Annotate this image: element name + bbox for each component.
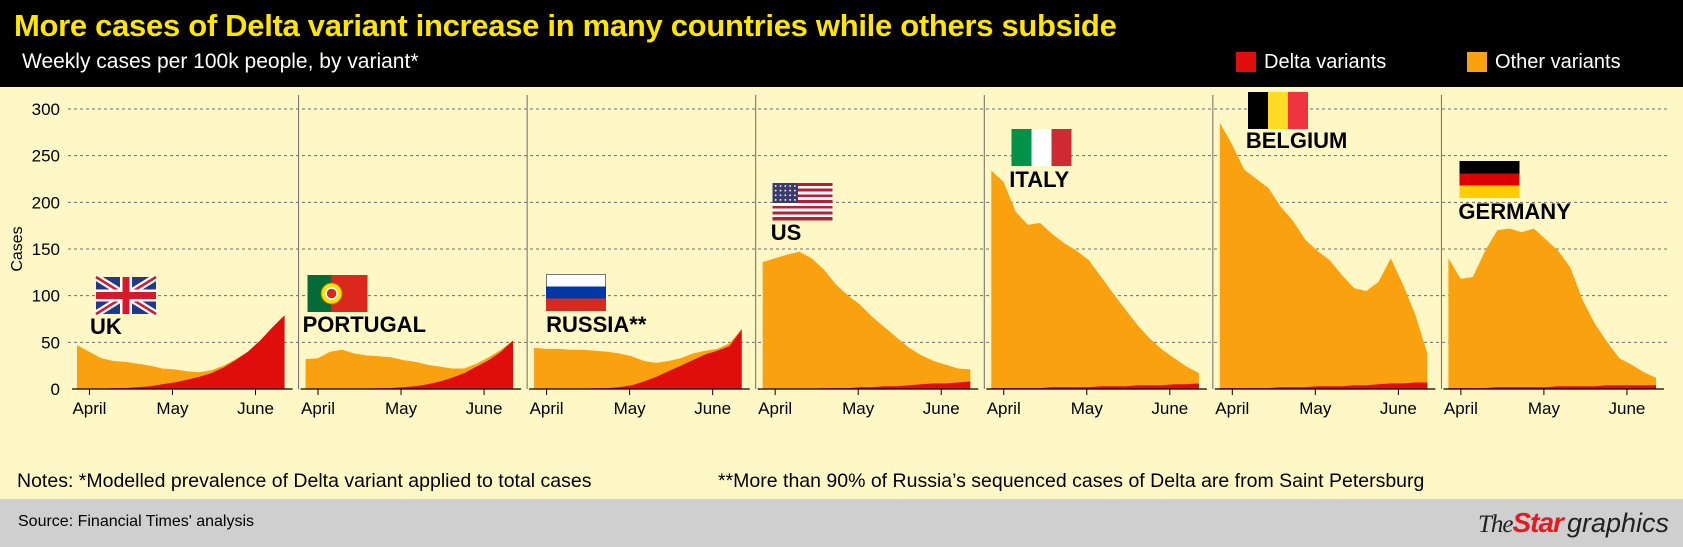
axis-layer: 0 50 100 150 200 250 300 Cases <box>9 100 60 399</box>
x-tick-label: June <box>923 399 960 418</box>
panel-belgium: April May June BELGIUM <box>1214 92 1436 418</box>
panel-portugal: April May June PORTUGAL <box>300 275 522 418</box>
notes-row: Notes: *Modelled prevalence of Delta var… <box>0 465 1683 499</box>
chart-title: More cases of Delta variant increase in … <box>14 8 1117 43</box>
x-tick-label: May <box>1299 399 1332 418</box>
other-variants-area <box>991 170 1199 389</box>
panel-russia: April May June RUSSIA** <box>529 274 750 418</box>
x-tick-label: April <box>301 399 335 418</box>
x-tick-label: June <box>466 399 503 418</box>
x-tick-label: April <box>1444 399 1478 418</box>
logo-the: The <box>1477 511 1513 538</box>
footer-bar: Source: Financial Times' analysis TheSta… <box>0 499 1683 547</box>
note-modelled-prevalence: Notes: *Modelled prevalence of Delta var… <box>17 470 592 492</box>
country-label: US <box>771 220 802 245</box>
legend-label-delta: Delta variants <box>1264 51 1387 73</box>
legend-swatch-other <box>1467 52 1487 72</box>
x-tick-label: May <box>614 399 647 418</box>
x-tick-label: April <box>758 399 792 418</box>
y-tick-label: 200 <box>32 193 60 212</box>
x-tick-label: May <box>385 399 418 418</box>
note-russia: **More than 90% of Russia’s sequenced ca… <box>718 470 1425 492</box>
panel-italy: April May June ITALY <box>986 129 1207 418</box>
other-variants-area <box>1219 123 1428 389</box>
y-tick-label: 100 <box>32 287 60 306</box>
country-label: UK <box>90 314 122 339</box>
x-tick-label: May <box>842 399 875 418</box>
y-axis-label: Cases <box>9 226 26 271</box>
legend-label-other: Other variants <box>1495 51 1621 73</box>
y-tick-label: 0 <box>51 380 60 399</box>
x-tick-label: June <box>1151 399 1188 418</box>
y-tick-label: 50 <box>41 333 60 352</box>
y-tick-label: 250 <box>32 147 60 166</box>
portugal-flag-icon <box>307 275 368 312</box>
delta-variants-area <box>762 381 971 389</box>
logo-graphics: graphics <box>1566 508 1669 538</box>
us-flag-icon <box>772 183 833 221</box>
uk-flag-icon <box>94 274 158 317</box>
country-label: PORTUGAL <box>303 312 426 337</box>
y-tick-label: 150 <box>32 240 60 259</box>
x-tick-label: April <box>1215 399 1249 418</box>
x-tick-label: May <box>156 399 189 418</box>
x-tick-label: June <box>1380 399 1417 418</box>
country-label: GERMANY <box>1458 199 1571 224</box>
x-tick-label: April <box>987 399 1021 418</box>
x-tick-label: May <box>1071 399 1104 418</box>
chart-subtitle: Weekly cases per 100k people, by variant… <box>22 50 419 73</box>
panel-germany: April May June GERMANY <box>1443 161 1664 418</box>
delta-variants-area <box>305 340 514 389</box>
country-label: BELGIUM <box>1246 128 1347 153</box>
country-label: ITALY <box>1009 167 1069 192</box>
panel-uk: April May June UK <box>72 274 293 418</box>
x-tick-label: June <box>237 399 274 418</box>
germany-flag-icon <box>1459 161 1520 198</box>
thestar-graphics-logo: TheStar graphics <box>1478 507 1669 539</box>
other-variants-area <box>762 251 971 389</box>
italy-flag-icon <box>1011 129 1072 166</box>
x-tick-label: May <box>1528 399 1561 418</box>
x-tick-label: June <box>694 399 731 418</box>
source-text: Source: Financial Times' analysis <box>18 513 255 530</box>
other-variants-area <box>1448 228 1656 389</box>
x-tick-label: April <box>72 399 106 418</box>
header-bar: More cases of Delta variant increase in … <box>0 0 1683 87</box>
logo-star: Star <box>1512 507 1563 538</box>
x-tick-label: June <box>1609 399 1646 418</box>
panel-us: April May June US <box>757 183 979 418</box>
country-label: RUSSIA** <box>546 312 647 337</box>
delta-variants-area <box>1219 382 1428 389</box>
delta-variants-area <box>991 383 1199 389</box>
x-tick-label: April <box>530 399 564 418</box>
legend-swatch-delta <box>1236 52 1256 72</box>
panels-layer: April May June UK April May June PORTUGAL April M… <box>72 92 1664 418</box>
small-multiples-chart: April May June UK April May June PORTUGAL April M… <box>0 87 1683 465</box>
y-tick-label: 300 <box>32 100 60 119</box>
delta-variants-area <box>77 315 285 389</box>
delta-variants-area <box>534 329 742 389</box>
russia-flag-icon <box>546 274 607 311</box>
plot-background <box>0 87 1683 465</box>
belgium-flag-icon <box>1247 92 1308 129</box>
delta-variants-area <box>1448 385 1656 389</box>
